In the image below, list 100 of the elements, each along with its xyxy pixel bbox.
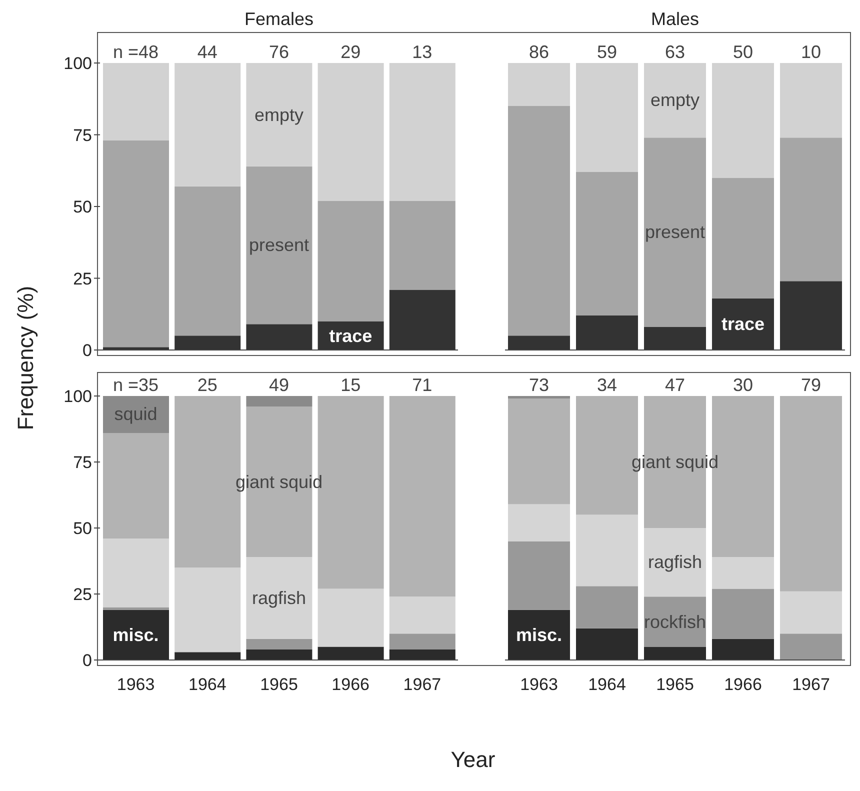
bar [712,638,774,660]
bar [389,290,456,350]
bar [103,140,169,348]
bar [780,591,842,634]
bar [644,646,706,660]
text: 63 [664,42,686,62]
bar [508,398,570,504]
text: 47 [664,375,686,395]
bar [576,172,638,316]
y-tick-label: 25 [73,585,92,604]
x-tick-label: 1963 [116,675,155,694]
y-tick-label: 0 [82,341,92,360]
bar [174,568,241,652]
text: 25 [197,375,218,395]
text: n =35 [113,375,159,395]
y-tick-label: 75 [73,453,92,472]
text: 44 [197,42,218,62]
bar [246,649,312,660]
text: 49 [268,375,290,395]
text: 79 [800,375,822,395]
bar [508,504,570,542]
bar [780,634,842,660]
bar [508,396,570,399]
text: 76 [268,42,290,62]
text: 59 [596,42,618,62]
bar [712,63,774,178]
bar [644,63,706,138]
series-label: ragfish [648,552,702,572]
bar [318,646,384,660]
series-label: trace [329,326,372,346]
bar [508,63,570,106]
series-label: misc. [112,624,159,645]
series-label: misc. [516,624,562,645]
bar [712,588,774,639]
bar [508,336,570,350]
bar [389,200,456,290]
series-label: present [248,235,310,256]
text: 15 [340,375,361,395]
x-tick-label: 1966 [332,675,370,694]
x-tick-label: 1964 [588,675,626,694]
text: n =48 [113,42,159,62]
bar [644,327,706,350]
text: 30 [732,375,754,395]
y-tick-label: 100 [64,54,92,74]
text: 13 [412,42,432,62]
bar [644,138,706,328]
y-axis-title: Frequency (%) [13,286,39,430]
text: 86 [528,42,550,62]
bar [712,557,774,589]
bar [103,538,169,608]
bar [246,638,312,650]
bar [103,63,169,140]
bar [318,588,384,647]
bar [576,63,638,172]
bar [174,63,241,186]
y-tick-label: 100 [64,387,92,406]
series-label: trace [721,314,765,334]
series-label: ragfish [252,588,306,608]
bar [389,63,456,201]
bar [508,541,570,610]
text: 34 [596,375,618,395]
y-tick-label: 0 [82,651,92,670]
bar [712,298,774,350]
series-label: present [644,222,706,242]
bar [389,596,456,634]
bar [644,528,706,597]
bar [780,281,842,350]
chart-title: Males [650,8,700,30]
y-tick-label: 50 [73,519,92,538]
bar [389,649,456,660]
y-tick-label: 50 [73,198,92,217]
series-label: rockfish [644,612,706,632]
x-tick-label: 1967 [403,675,442,694]
x-axis-title: Year [450,747,496,773]
series-label: squid [114,404,158,424]
x-tick-label: 1967 [792,675,830,694]
y-tick-label: 75 [73,126,92,145]
x-tick-label: 1966 [724,675,762,694]
bar [576,628,638,660]
x-tick-label: 1965 [260,675,298,694]
bar [318,200,384,322]
bar [389,634,456,650]
text: 71 [412,375,432,395]
series-label: empty [254,104,304,125]
bar [712,178,774,298]
bar [103,432,169,539]
bar [576,586,638,628]
bar [644,596,706,647]
bar [780,396,842,592]
bar [246,63,312,166]
x-tick-label: 1964 [188,675,226,694]
bar [576,514,638,586]
bar [174,186,241,336]
x-tick-label: 1965 [656,675,694,694]
bar [246,166,312,324]
series-label: empty [650,90,700,110]
bar [174,652,241,660]
bar [246,324,312,350]
chart-title: Females [243,8,315,30]
bar [576,316,638,350]
